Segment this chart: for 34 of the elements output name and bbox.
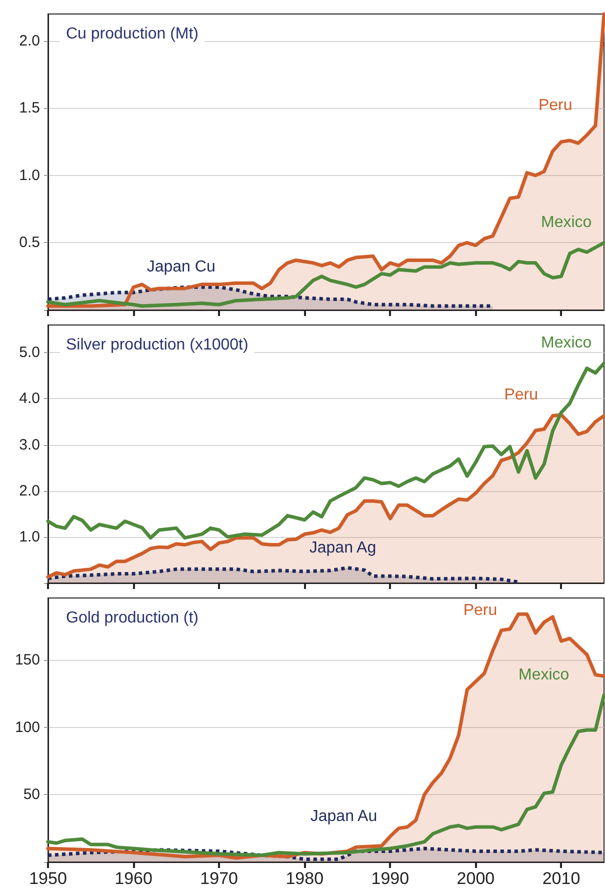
x-tick-label: 1990 bbox=[371, 869, 410, 888]
text: Mexico bbox=[518, 666, 570, 684]
series-label: Peru bbox=[538, 97, 572, 114]
y-tick-label: 150 bbox=[14, 651, 40, 668]
y-tick-label: 100 bbox=[14, 718, 40, 736]
series-label: Peru bbox=[463, 602, 498, 619]
y-tick-label: 3.0 bbox=[19, 436, 40, 454]
y-tick-label: 1.0 bbox=[19, 528, 40, 546]
text: Silver production (x1000t) bbox=[66, 336, 248, 354]
text: Cu production (Mt) bbox=[66, 26, 198, 42]
series-label: Peru bbox=[504, 386, 538, 404]
y-tick-label: 2.0 bbox=[19, 32, 40, 50]
y-tick-label: 2.0 bbox=[19, 482, 40, 500]
y-tick-label: 50 bbox=[23, 786, 40, 804]
line-series bbox=[46, 361, 605, 540]
series-label: Japan Cu bbox=[146, 258, 216, 276]
line-series bbox=[46, 693, 605, 858]
y-tick-label: 0.5 bbox=[19, 234, 40, 252]
y-tick-label: 5.0 bbox=[19, 344, 40, 362]
line-series bbox=[46, 240, 605, 308]
series-label: Japan Au bbox=[310, 808, 378, 826]
text: Gold production (t) bbox=[66, 610, 199, 626]
y-tick-label: 4.0 bbox=[19, 390, 40, 408]
x-tick-label: 1980 bbox=[286, 869, 324, 888]
x-tick-label: 1970 bbox=[200, 869, 238, 888]
y-tick-label: 1.5 bbox=[19, 100, 40, 117]
x-tick-label: 2000 bbox=[456, 869, 495, 888]
x-tick-label: 1950 bbox=[29, 869, 67, 888]
y-tick-label: 1.0 bbox=[19, 166, 40, 184]
series-label: Mexico bbox=[541, 334, 592, 352]
series-label: Mexico bbox=[541, 214, 592, 232]
x-tick-label: 2010 bbox=[542, 869, 580, 888]
series-label: Japan Ag bbox=[309, 539, 376, 556]
x-tick-label: 1960 bbox=[114, 869, 152, 888]
